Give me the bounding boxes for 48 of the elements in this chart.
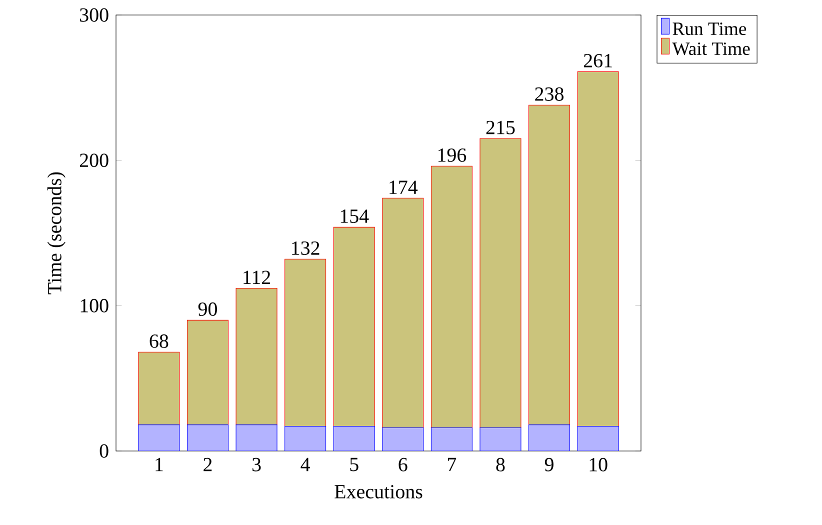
x-tick-label: 9 [544,458,554,472]
bar [382,427,424,451]
bar [333,426,375,451]
bar [236,424,278,451]
x-axis-title: Executions [334,485,422,498]
x-tick-label: 7 [448,458,456,472]
bar [236,288,278,426]
bar [138,352,180,426]
total-label: 261 [584,54,612,68]
bar [430,427,472,451]
x-tick-label: 3 [252,458,261,472]
y-tick-label: 200 [80,154,108,168]
x-tick-label: 2 [204,458,212,472]
legend-label: Wait Time [672,42,750,56]
bar [284,258,326,427]
y-tick-label: 0 [100,444,108,458]
x-tick-label: 8 [496,458,505,472]
total-label: 238 [535,87,564,101]
total-label: 174 [390,180,418,194]
bar [480,138,522,428]
total-label: 196 [438,148,466,162]
x-tick-label: 10 [590,458,608,472]
bar [382,198,424,428]
legend-label: Run Time [672,22,746,36]
bar [430,166,472,428]
bar [333,226,375,427]
x-tick-label: 5 [350,458,358,472]
y-axis-title: Time (seconds) [47,172,66,294]
bar [186,320,228,426]
total-label: 112 [244,270,270,284]
total-label: 68 [150,334,168,348]
bar [186,424,228,451]
x-tick-label: 4 [300,458,310,472]
y-tick-label: 100 [80,298,108,312]
x-tick-label: 6 [398,458,408,472]
bar [577,71,619,427]
bar [284,426,326,451]
bar [138,424,180,451]
total-label: 215 [486,120,515,134]
bar [480,427,522,451]
total-label: 154 [340,210,369,223]
x-tick-label: 1 [156,458,163,472]
bar [577,426,619,451]
y-tick-label: 300 [80,8,108,22]
bar [528,424,570,451]
bar [528,104,570,426]
total-label: 132 [292,241,320,255]
total-label: 90 [198,302,217,316]
